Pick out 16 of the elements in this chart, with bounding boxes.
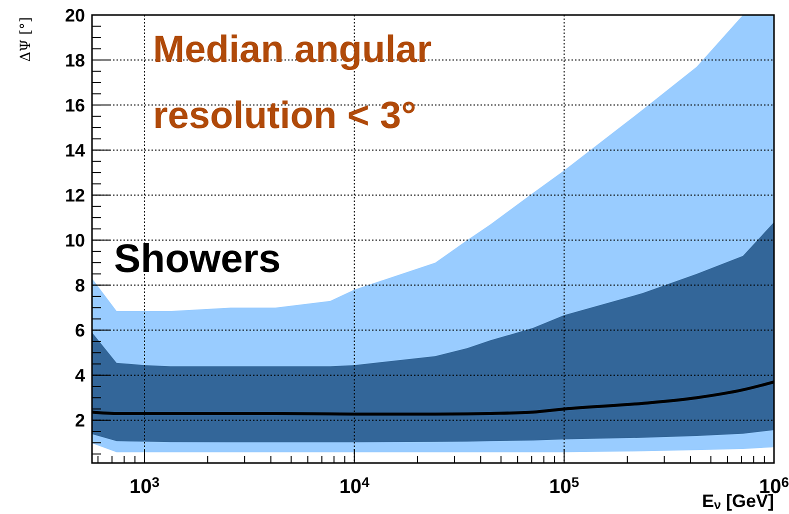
y-tick-label: 14 [64, 140, 85, 160]
y-tick-label: 2 [74, 410, 85, 431]
annotation: Showers [114, 237, 281, 281]
y-tick-label: 6 [74, 320, 85, 340]
y-axis-title: ΔΨ [°] [18, 17, 34, 62]
x-tick-label: 10$^{3}$ [129, 474, 160, 498]
y-tick-label: 12 [64, 185, 85, 206]
y-tick-label: 20 [64, 5, 85, 26]
y-tick-label: 4 [74, 366, 85, 386]
x-tick-label: 10$^{4}$ [339, 474, 370, 498]
annotation: Median angular resolution < 3° [153, 29, 432, 137]
x-tick-label: 10$^{5}$ [549, 474, 580, 498]
y-tick-label: 16 [64, 95, 85, 116]
y-tick-label: 18 [64, 50, 85, 70]
y-tick-label: 10 [64, 230, 85, 250]
y-tick-label: 8 [74, 275, 85, 296]
